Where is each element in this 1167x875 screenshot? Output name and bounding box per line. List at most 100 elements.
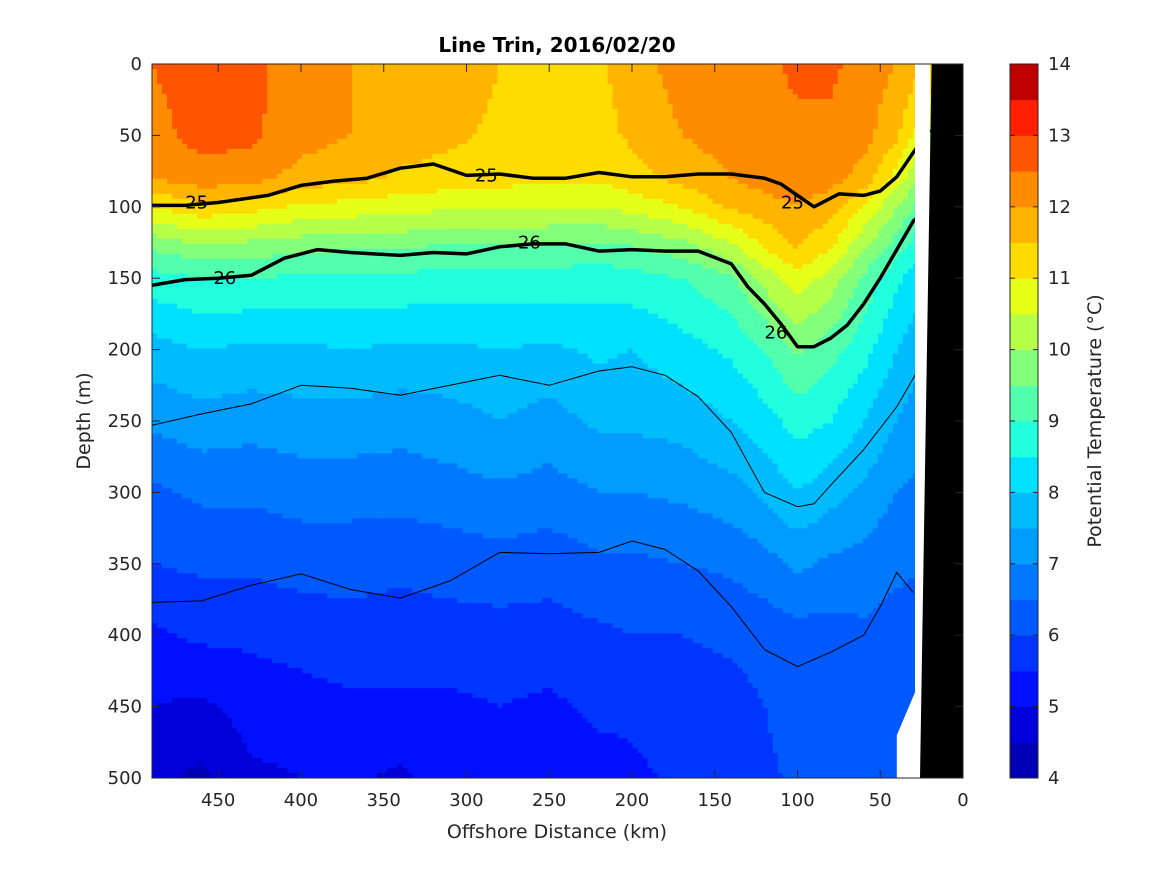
temperature-cell bbox=[192, 143, 198, 150]
temperature-cell bbox=[242, 173, 248, 180]
temperature-cell bbox=[157, 64, 163, 70]
temperature-cell bbox=[262, 463, 268, 470]
temperature-cell bbox=[252, 233, 258, 240]
temperature-cell bbox=[182, 758, 188, 764]
temperature-cell bbox=[257, 68, 263, 75]
temperature-cell bbox=[157, 573, 163, 579]
temperature-cell bbox=[247, 523, 253, 529]
temperature-cell bbox=[217, 458, 223, 465]
temperature-cell bbox=[247, 473, 253, 480]
temperature-cell bbox=[212, 608, 218, 614]
temperature-cell bbox=[242, 753, 248, 759]
temperature-cell bbox=[197, 693, 203, 699]
temperature-cell bbox=[197, 513, 203, 519]
temperature-cell bbox=[277, 278, 283, 285]
temperature-cell bbox=[172, 478, 178, 485]
temperature-cell bbox=[282, 773, 288, 778]
temperature-cell bbox=[162, 723, 168, 729]
temperature-cell bbox=[267, 293, 273, 300]
temperature-cell bbox=[202, 318, 208, 325]
temperature-cell bbox=[237, 463, 243, 470]
temperature-cell bbox=[237, 573, 243, 579]
temperature-cell bbox=[317, 693, 323, 699]
temperature-cell bbox=[307, 513, 313, 519]
temperature-cell bbox=[232, 443, 238, 450]
temperature-cell bbox=[302, 548, 308, 554]
temperature-cell bbox=[182, 603, 188, 609]
temperature-cell bbox=[307, 748, 313, 754]
temperature-cell bbox=[197, 533, 203, 539]
temperature-cell bbox=[212, 753, 218, 759]
temperature-cell bbox=[227, 673, 233, 679]
temperature-cell bbox=[297, 433, 303, 440]
temperature-cell bbox=[317, 618, 323, 624]
temperature-cell bbox=[287, 228, 293, 235]
temperature-cell bbox=[187, 453, 193, 460]
temperature-cell bbox=[257, 608, 263, 614]
temperature-cell bbox=[227, 433, 233, 440]
temperature-cell bbox=[312, 448, 318, 455]
temperature-cell bbox=[182, 363, 188, 370]
temperature-cell bbox=[287, 518, 293, 524]
temperature-cell bbox=[212, 678, 218, 684]
temperature-cell bbox=[182, 83, 188, 90]
temperature-cell bbox=[297, 228, 303, 235]
temperature-cell bbox=[282, 458, 288, 465]
temperature-cell bbox=[292, 193, 298, 200]
temperature-cell bbox=[187, 658, 193, 664]
temperature-cell bbox=[207, 488, 213, 494]
temperature-cell bbox=[317, 108, 323, 115]
temperature-cell bbox=[292, 258, 298, 265]
temperature-cell bbox=[232, 88, 238, 95]
temperature-cell bbox=[197, 653, 203, 659]
temperature-cell bbox=[192, 188, 198, 195]
temperature-cell bbox=[197, 518, 203, 524]
temperature-cell bbox=[157, 758, 163, 764]
temperature-cell bbox=[177, 698, 183, 704]
temperature-cell bbox=[157, 213, 163, 220]
temperature-cell bbox=[157, 498, 163, 504]
temperature-cell bbox=[172, 648, 178, 654]
temperature-cell bbox=[212, 303, 218, 310]
temperature-cell bbox=[317, 328, 323, 335]
temperature-cell bbox=[237, 64, 243, 70]
temperature-cell bbox=[272, 603, 278, 609]
temperature-cell bbox=[252, 343, 258, 350]
temperature-cell bbox=[192, 268, 198, 275]
temperature-cell bbox=[242, 188, 248, 195]
temperature-cell bbox=[157, 553, 163, 559]
temperature-cell bbox=[157, 503, 163, 509]
temperature-cell bbox=[297, 728, 303, 734]
temperature-cell bbox=[177, 758, 183, 764]
temperature-cell bbox=[212, 108, 218, 115]
temperature-cell bbox=[222, 253, 228, 260]
temperature-cell bbox=[262, 498, 268, 504]
temperature-cell bbox=[292, 178, 298, 185]
temperature-cell bbox=[297, 618, 303, 624]
temperature-cell bbox=[267, 673, 273, 679]
temperature-cell bbox=[267, 603, 273, 609]
temperature-cell bbox=[202, 223, 208, 230]
temperature-cell bbox=[317, 378, 323, 385]
temperature-cell bbox=[297, 288, 303, 295]
temperature-cell bbox=[267, 458, 273, 465]
temperature-cell bbox=[277, 203, 283, 210]
temperature-cell bbox=[242, 363, 248, 370]
temperature-cell bbox=[212, 118, 218, 125]
temperature-cell bbox=[222, 518, 228, 524]
temperature-cell bbox=[192, 353, 198, 360]
temperature-cell bbox=[262, 718, 268, 724]
temperature-cell bbox=[207, 353, 213, 360]
temperature-cell bbox=[227, 348, 233, 355]
temperature-cell bbox=[172, 383, 178, 390]
temperature-cell bbox=[252, 468, 258, 475]
temperature-cell bbox=[207, 573, 213, 579]
temperature-cell bbox=[262, 268, 268, 275]
temperature-cell bbox=[212, 183, 218, 190]
temperature-cell bbox=[312, 433, 318, 440]
temperature-cell bbox=[322, 613, 328, 619]
temperature-cell bbox=[232, 563, 238, 569]
temperature-cell bbox=[302, 503, 308, 509]
temperature-cell bbox=[252, 213, 258, 220]
temperature-cell bbox=[307, 583, 313, 589]
